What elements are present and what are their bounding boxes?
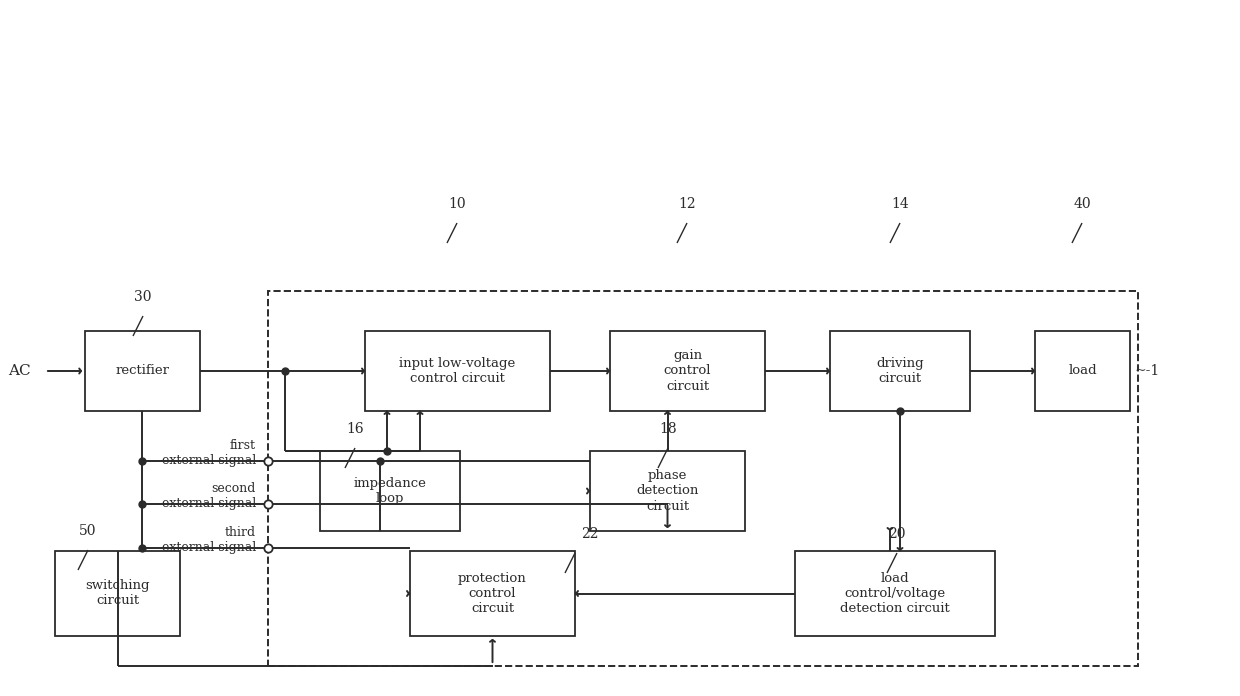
Bar xyxy=(590,451,745,531)
Text: gain
control
circuit: gain control circuit xyxy=(663,349,712,393)
Text: protection
control
circuit: protection control circuit xyxy=(458,572,527,615)
Text: phase
detection
circuit: phase detection circuit xyxy=(636,470,698,512)
Text: load: load xyxy=(1068,365,1097,377)
Text: switching
circuit: switching circuit xyxy=(86,580,150,608)
Text: first
external signal: first external signal xyxy=(161,439,255,467)
Text: 16: 16 xyxy=(346,422,363,436)
Text: 20: 20 xyxy=(888,527,905,541)
Text: impedance
loop: impedance loop xyxy=(353,477,427,505)
Text: 12: 12 xyxy=(678,197,696,211)
Bar xyxy=(55,551,180,636)
Text: 22: 22 xyxy=(582,527,599,541)
Bar xyxy=(610,331,765,411)
Text: 50: 50 xyxy=(79,524,97,538)
Text: driving
circuit: driving circuit xyxy=(877,357,924,385)
Text: load
control/voltage
detection circuit: load control/voltage detection circuit xyxy=(841,572,950,615)
Text: 18: 18 xyxy=(660,422,677,436)
Bar xyxy=(86,331,200,411)
Text: ~-1: ~-1 xyxy=(1135,364,1161,378)
Text: 14: 14 xyxy=(892,197,909,211)
Text: second
external signal: second external signal xyxy=(161,482,255,510)
Bar xyxy=(830,331,970,411)
Bar xyxy=(410,551,575,636)
Text: AC: AC xyxy=(7,364,31,378)
Text: 40: 40 xyxy=(1073,197,1091,211)
Bar xyxy=(365,331,551,411)
Text: rectifier: rectifier xyxy=(115,365,170,377)
Text: input low-voltage
control circuit: input low-voltage control circuit xyxy=(399,357,516,385)
Text: 10: 10 xyxy=(448,197,466,211)
Text: third
external signal: third external signal xyxy=(161,526,255,554)
Bar xyxy=(268,291,1138,666)
Bar xyxy=(1035,331,1130,411)
Bar xyxy=(795,551,994,636)
Bar xyxy=(320,451,460,531)
Text: 30: 30 xyxy=(134,290,151,304)
